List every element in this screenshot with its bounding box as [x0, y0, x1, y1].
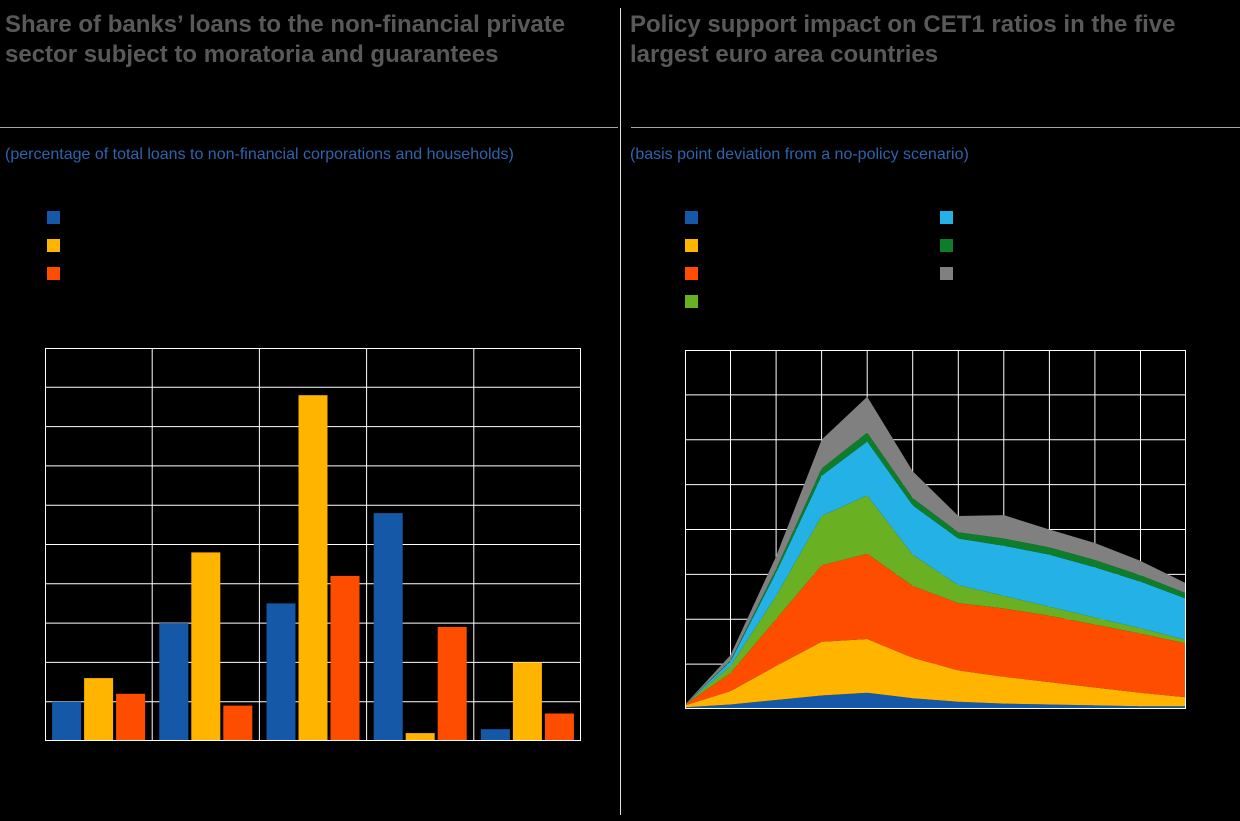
- legend-swatch-dark-green: [940, 239, 953, 252]
- loans-moratoria-guarantees-bar-chart: [45, 348, 581, 741]
- area-series-orange: [685, 553, 1186, 706]
- right-chart-legend-col1: [685, 211, 707, 308]
- plot-border: [685, 350, 1186, 709]
- legend-item-yellow: [685, 239, 707, 252]
- bar-yellow-3: [405, 733, 435, 741]
- legend-item-blue: [47, 211, 69, 224]
- legend-swatch-blue: [47, 211, 60, 224]
- bar-blue-4: [480, 729, 510, 741]
- left-chart-legend: [47, 211, 69, 280]
- area-series-light-blue: [685, 441, 1186, 705]
- plot-border: [45, 348, 581, 741]
- bar-blue-0: [52, 701, 82, 741]
- area-series-blue: [685, 692, 1186, 709]
- bar-yellow-1: [191, 552, 221, 741]
- area-series-yellow: [685, 639, 1186, 708]
- left-title-rule: [0, 127, 618, 128]
- bar-yellow-2: [298, 395, 328, 741]
- bar-orange-2: [330, 575, 360, 741]
- area-series-green: [685, 495, 1186, 705]
- cet1-policy-impact-area-chart: [685, 350, 1186, 709]
- legend-item-yellow: [47, 239, 69, 252]
- bar-blue-3: [373, 513, 403, 741]
- bar-yellow-4: [512, 662, 542, 741]
- right-title-rule: [631, 127, 1240, 128]
- bar-blue-1: [159, 623, 189, 741]
- legend-item-orange: [685, 267, 707, 280]
- bar-series-blue: [52, 513, 510, 741]
- left-chart-title: Share of banks’ loans to the non-financi…: [5, 11, 566, 68]
- bar-orange-0: [116, 693, 146, 741]
- legend-item-light-blue: [940, 211, 962, 224]
- legend-swatch-grey: [940, 267, 953, 280]
- legend-swatch-blue: [685, 211, 698, 224]
- right-chart-title: Policy support impact on CET1 ratios in …: [630, 11, 1176, 68]
- bar-series-yellow: [84, 395, 542, 741]
- legend-item-grey: [940, 267, 962, 280]
- legend-item-dark-green: [940, 239, 962, 252]
- legend-swatch-yellow: [685, 239, 698, 252]
- bar-blue-2: [266, 603, 296, 741]
- legend-item-blue: [685, 211, 707, 224]
- legend-swatch-light-blue: [940, 211, 953, 224]
- legend-item-orange: [47, 267, 69, 280]
- bar-orange-3: [437, 627, 467, 741]
- right-chart-legend-col2: [940, 211, 962, 280]
- legend-item-green: [685, 295, 707, 308]
- bar-orange-1: [223, 705, 253, 741]
- bar-yellow-0: [84, 678, 114, 741]
- left-chart-subtitle: (percentage of total loans to non-financ…: [5, 146, 514, 163]
- right-chart-subtitle: (basis point deviation from a no-policy …: [630, 146, 969, 163]
- area-series-grey: [685, 396, 1186, 705]
- legend-swatch-orange: [47, 267, 60, 280]
- bar-series-orange: [116, 575, 574, 741]
- legend-swatch-orange: [685, 267, 698, 280]
- legend-swatch-green: [685, 295, 698, 308]
- legend-swatch-yellow: [47, 239, 60, 252]
- panel-divider: [620, 8, 621, 815]
- bar-orange-4: [544, 713, 574, 741]
